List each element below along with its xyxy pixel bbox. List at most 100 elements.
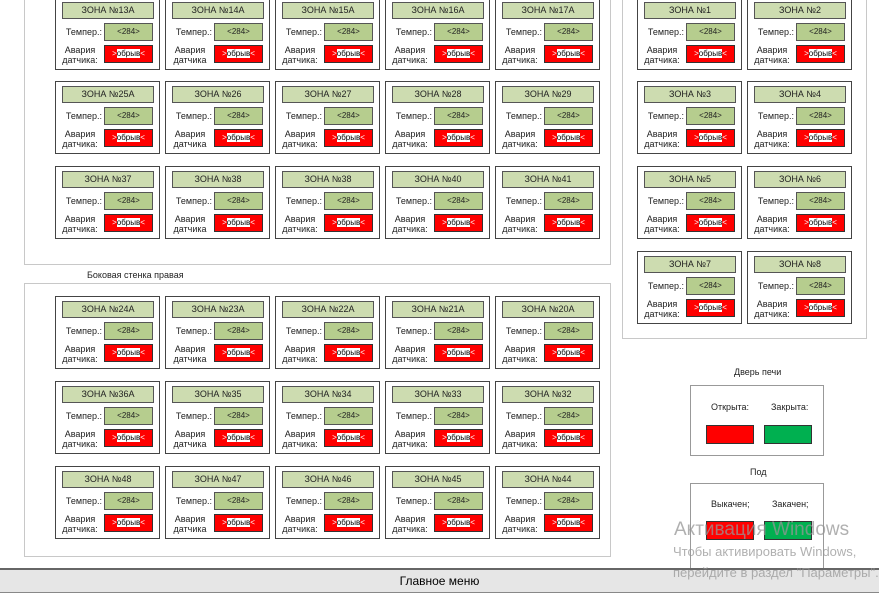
zone-name: ЗОНА №17А — [502, 2, 594, 19]
alarm-text: обрыв — [336, 133, 361, 142]
sensor-alarm-label: Авария датчика: — [62, 129, 98, 149]
sensor-alarm-status: >обрыв< — [686, 129, 735, 147]
zone-card[interactable]: ЗОНА №20А Темпер.: <284> Авария датчика: >об… — [495, 296, 600, 369]
zone-card[interactable]: ЗОНА №14А Темпер.: <284> Авария датчика >обр… — [165, 0, 270, 70]
alarm-text: обрыв — [116, 133, 141, 142]
sensor-alarm-label: Авария датчика: — [754, 45, 790, 65]
temperature-label: Темпер.: — [757, 111, 794, 121]
zone-card[interactable]: ЗОНА №3 Темпер.: <284> Авария датчика: >обры… — [637, 81, 742, 154]
sensor-alarm-label: Авария датчика: — [502, 214, 538, 234]
zone-card[interactable]: ЗОНА №27 Темпер.: <284> Авария датчика: >обр… — [275, 81, 380, 154]
alarm-text: обрыв — [808, 303, 833, 312]
sensor-alarm-status: >обрыв< — [434, 45, 483, 63]
zone-card[interactable]: ЗОНА №25А Темпер.: <284> Авария датчика: >об… — [55, 81, 160, 154]
temperature-label: Темпер.: — [505, 27, 542, 37]
temperature-value: <284> — [544, 23, 593, 41]
temperature-value: <284> — [434, 492, 483, 510]
sensor-alarm-status: >обрыв< — [104, 344, 153, 362]
zone-card[interactable]: ЗОНА №4 Темпер.: <284> Авария датчика: >обры… — [747, 81, 852, 154]
hearth-in-label: Закачен; — [772, 499, 809, 509]
side-wall-right-title: Боковая стенка правая — [87, 270, 184, 280]
sensor-alarm-label: Авария датчика — [173, 429, 207, 449]
zone-card[interactable]: ЗОНА №40 Темпер.: <284> Авария датчика: >обр… — [385, 166, 490, 239]
zone-name: ЗОНА №40 — [392, 171, 484, 188]
zone-card[interactable]: ЗОНА №28 Темпер.: <284> Авария датчика: >обр… — [385, 81, 490, 154]
sensor-alarm-label: Авария датчика: — [62, 344, 98, 364]
temperature-label: Темпер.: — [395, 111, 432, 121]
sensor-alarm-status: >обрыв< — [544, 129, 593, 147]
zone-name: ЗОНА №24А — [62, 301, 154, 318]
zone-name: ЗОНА №1 — [644, 2, 736, 19]
zone-card[interactable]: ЗОНА №8 Темпер.: <284> Авария датчика: >обры… — [747, 251, 852, 324]
temperature-value: <284> — [796, 277, 845, 295]
sensor-alarm-label: Авария датчика: — [502, 429, 538, 449]
zone-card[interactable]: ЗОНА №21А Темпер.: <284> Авария датчика: >об… — [385, 296, 490, 369]
zone-card[interactable]: ЗОНА №26 Темпер.: <284> Авария датчика >обры… — [165, 81, 270, 154]
temperature-label: Темпер.: — [175, 411, 212, 421]
alarm-text: обрыв — [446, 433, 471, 442]
temperature-label: Темпер.: — [65, 27, 102, 37]
alarm-text: обрыв — [336, 49, 361, 58]
zone-name: ЗОНА №8 — [754, 256, 846, 273]
sensor-alarm-status: >обрыв< — [686, 214, 735, 232]
temperature-label: Темпер.: — [505, 326, 542, 336]
sensor-alarm-status: >обрыв< — [434, 429, 483, 447]
zone-card[interactable]: ЗОНА №33 Темпер.: <284> Авария датчика: >обр… — [385, 381, 490, 454]
sensor-alarm-label: Авария датчика: — [502, 129, 538, 149]
zone-card[interactable]: ЗОНА №44 Темпер.: <284> Авария датчика: >обр… — [495, 466, 600, 539]
sensor-alarm-status: >обрыв< — [544, 429, 593, 447]
sensor-alarm-label: Авария датчика — [173, 129, 207, 149]
zone-name: ЗОНА №41 — [502, 171, 594, 188]
zone-card[interactable]: ЗОНА №7 Темпер.: <284> Авария датчика: >обры… — [637, 251, 742, 324]
zone-name: ЗОНА №7 — [644, 256, 736, 273]
zone-card[interactable]: ЗОНА №35 Темпер.: <284> Авария датчика >обры… — [165, 381, 270, 454]
sensor-alarm-label: Авария датчика: — [754, 214, 790, 234]
alarm-text: обрыв — [698, 303, 723, 312]
zone-card[interactable]: ЗОНА №45 Темпер.: <284> Авария датчика: >обр… — [385, 466, 490, 539]
zone-card[interactable]: ЗОНА №37 Темпер.: <284> Авария датчика: >обр… — [55, 166, 160, 239]
sensor-alarm-label: Авария датчика: — [392, 214, 428, 234]
temperature-value: <284> — [686, 107, 735, 125]
sensor-alarm-status: >обрыв< — [544, 45, 593, 63]
zone-name: ЗОНА №5 — [644, 171, 736, 188]
zone-card[interactable]: ЗОНА №47 Темпер.: <284> Авария датчика >обры… — [165, 466, 270, 539]
temperature-value: <284> — [434, 322, 483, 340]
sensor-alarm-label: Авария датчика: — [282, 214, 318, 234]
alarm-text: обрыв — [446, 49, 471, 58]
zone-card[interactable]: ЗОНА №24А Темпер.: <284> Авария датчика: >об… — [55, 296, 160, 369]
alarm-text: обрыв — [808, 133, 833, 142]
zone-card[interactable]: ЗОНА №38 Темпер.: <284> Авария датчика >обры… — [165, 166, 270, 239]
sensor-alarm-label: Авария датчика: — [62, 429, 98, 449]
zone-card[interactable]: ЗОНА №48 Темпер.: <284> Авария датчика: >обр… — [55, 466, 160, 539]
zone-card[interactable]: ЗОНА №22А Темпер.: <284> Авария датчика: >об… — [275, 296, 380, 369]
zone-name: ЗОНА №25А — [62, 86, 154, 103]
zone-card[interactable]: ЗОНА №5 Темпер.: <284> Авария датчика: >обры… — [637, 166, 742, 239]
zone-card[interactable]: ЗОНА №34 Темпер.: <284> Авария датчика: >обр… — [275, 381, 380, 454]
sensor-alarm-status: >обрыв< — [544, 344, 593, 362]
zone-card[interactable]: ЗОНА №1 Темпер.: <284> Авария датчика: >обры… — [637, 0, 742, 70]
zone-card[interactable]: ЗОНА №29 Темпер.: <284> Авария датчика: >обр… — [495, 81, 600, 154]
alarm-text: обрыв — [698, 218, 723, 227]
alarm-text: обрыв — [116, 433, 141, 442]
temperature-value: <284> — [214, 107, 263, 125]
main-menu-button[interactable]: Главное меню — [0, 568, 879, 593]
zone-card[interactable]: ЗОНА №6 Темпер.: <284> Авария датчика: >обры… — [747, 166, 852, 239]
temperature-label: Темпер.: — [65, 496, 102, 506]
alarm-text: обрыв — [446, 133, 471, 142]
temperature-label: Темпер.: — [175, 196, 212, 206]
zone-card[interactable]: ЗОНА №46 Темпер.: <284> Авария датчика: >обр… — [275, 466, 380, 539]
zone-card[interactable]: ЗОНА №32 Темпер.: <284> Авария датчика: >обр… — [495, 381, 600, 454]
temperature-label: Темпер.: — [285, 111, 322, 121]
zone-card[interactable]: ЗОНА №16А Темпер.: <284> Авария датчика: >об… — [385, 0, 490, 70]
zone-card[interactable]: ЗОНА №36А Темпер.: <284> Авария датчика: >об… — [55, 381, 160, 454]
zone-card[interactable]: ЗОНА №23А Темпер.: <284> Авария датчика >обр… — [165, 296, 270, 369]
alarm-text: обрыв — [698, 49, 723, 58]
zone-card[interactable]: ЗОНА №38 Темпер.: <284> Авария датчика: >обр… — [275, 166, 380, 239]
zone-card[interactable]: ЗОНА №13А Темпер.: <284> Авария датчика: >об… — [55, 0, 160, 70]
zone-card[interactable]: ЗОНА №2 Темпер.: <284> Авария датчика: >обры… — [747, 0, 852, 70]
zone-card[interactable]: ЗОНА №15А Темпер.: <284> Авария датчика: >об… — [275, 0, 380, 70]
temperature-value: <284> — [104, 492, 153, 510]
zone-card[interactable]: ЗОНА №41 Темпер.: <284> Авария датчика: >обр… — [495, 166, 600, 239]
zone-card[interactable]: ЗОНА №17А Темпер.: <284> Авария датчика: >об… — [495, 0, 600, 70]
temperature-label: Темпер.: — [505, 411, 542, 421]
